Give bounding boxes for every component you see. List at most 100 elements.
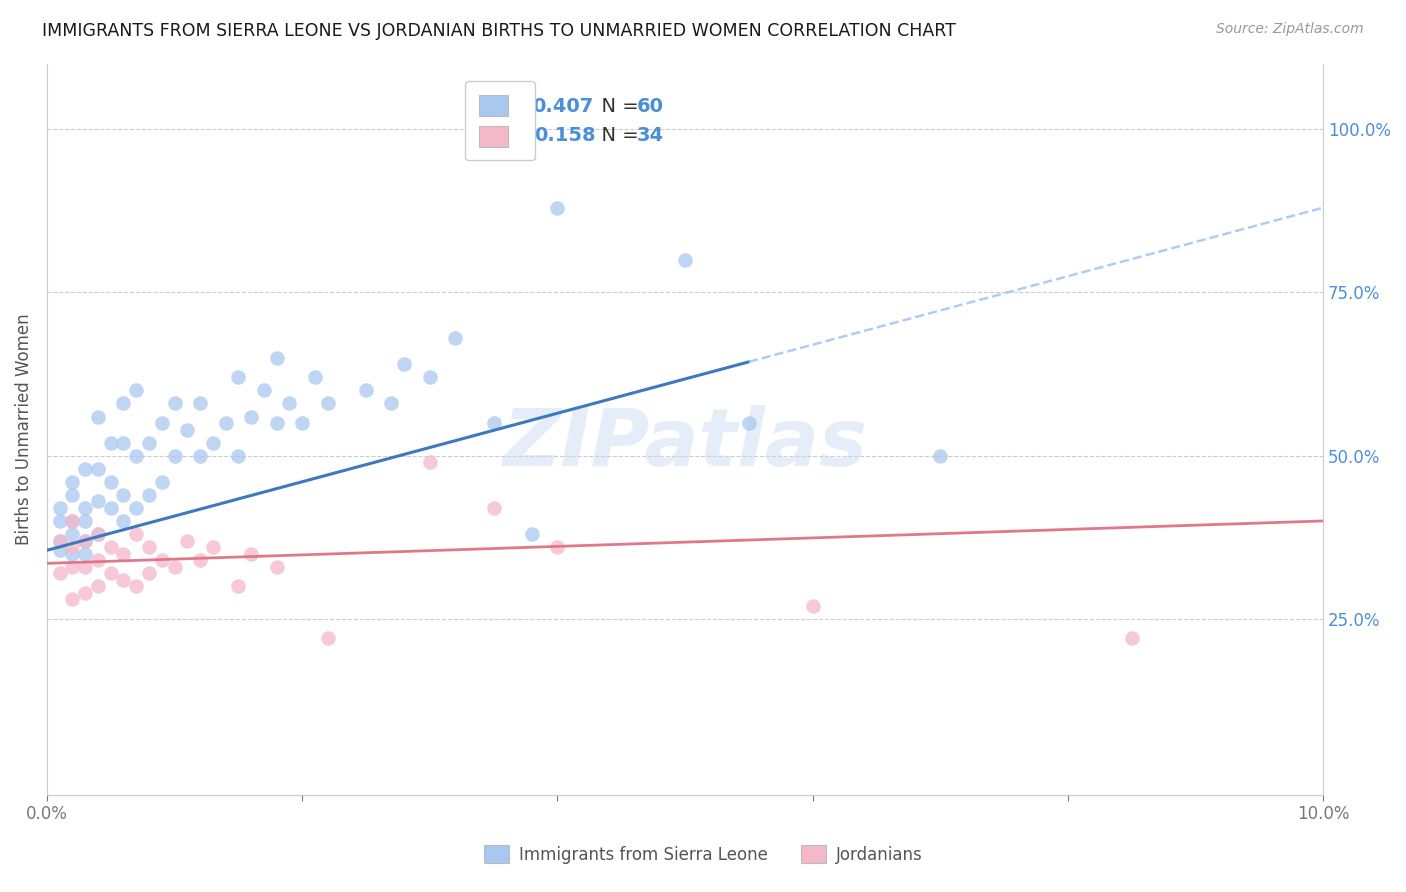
- Point: [100, 540, 122, 554]
- Point: [48, 533, 70, 548]
- Point: [240, 547, 263, 561]
- Point: [125, 579, 148, 593]
- Point: [62, 547, 84, 561]
- Text: ZIPatlas: ZIPatlas: [502, 405, 868, 483]
- Legend: , : ,: [465, 81, 536, 161]
- Point: [188, 553, 211, 567]
- Text: 0.158: 0.158: [534, 126, 596, 145]
- Point: [150, 553, 173, 567]
- Legend: Immigrants from Sierra Leone, Jordanians: Immigrants from Sierra Leone, Jordanians: [477, 838, 929, 871]
- Text: R =: R =: [488, 97, 530, 116]
- Point: [125, 384, 148, 398]
- Point: [62, 559, 84, 574]
- Point: [163, 396, 186, 410]
- Point: [100, 475, 122, 489]
- Point: [87, 461, 110, 475]
- Point: [316, 632, 339, 646]
- Point: [419, 370, 441, 384]
- Point: [253, 384, 276, 398]
- Point: [444, 331, 467, 345]
- Point: [75, 514, 97, 528]
- Point: [87, 527, 110, 541]
- Point: [482, 416, 505, 430]
- Point: [112, 547, 135, 561]
- Point: [87, 527, 110, 541]
- Point: [75, 461, 97, 475]
- Point: [380, 396, 402, 410]
- Text: R =: R =: [488, 126, 536, 145]
- Text: 0.407: 0.407: [531, 97, 593, 116]
- Point: [228, 370, 250, 384]
- Point: [100, 435, 122, 450]
- Text: N =: N =: [589, 126, 645, 145]
- Point: [228, 579, 250, 593]
- Point: [48, 533, 70, 548]
- Point: [150, 475, 173, 489]
- Point: [125, 527, 148, 541]
- Point: [482, 500, 505, 515]
- Point: [201, 540, 224, 554]
- Text: 34: 34: [637, 126, 664, 145]
- Point: [1121, 632, 1143, 646]
- Point: [278, 396, 301, 410]
- Point: [214, 416, 236, 430]
- Text: 60: 60: [637, 97, 664, 116]
- Point: [112, 573, 135, 587]
- Point: [738, 416, 761, 430]
- Point: [546, 540, 568, 554]
- Point: [48, 566, 70, 581]
- Point: [75, 559, 97, 574]
- Point: [188, 449, 211, 463]
- Point: [138, 540, 160, 554]
- Point: [75, 500, 97, 515]
- Point: [62, 540, 84, 554]
- Point: [62, 514, 84, 528]
- Point: [163, 559, 186, 574]
- Point: [112, 435, 135, 450]
- Text: N =: N =: [589, 97, 645, 116]
- Point: [75, 585, 97, 599]
- Point: [176, 533, 198, 548]
- Point: [62, 592, 84, 607]
- Point: [673, 252, 696, 267]
- Point: [48, 500, 70, 515]
- Point: [291, 416, 314, 430]
- Text: IMMIGRANTS FROM SIERRA LEONE VS JORDANIAN BIRTHS TO UNMARRIED WOMEN CORRELATION : IMMIGRANTS FROM SIERRA LEONE VS JORDANIA…: [42, 22, 956, 40]
- Point: [394, 357, 416, 371]
- Point: [125, 449, 148, 463]
- Point: [138, 488, 160, 502]
- Point: [62, 488, 84, 502]
- Point: [240, 409, 263, 424]
- Point: [87, 494, 110, 508]
- Point: [176, 423, 198, 437]
- Point: [266, 416, 288, 430]
- Point: [62, 514, 84, 528]
- Point: [75, 533, 97, 548]
- Point: [266, 351, 288, 365]
- Point: [112, 514, 135, 528]
- Point: [62, 475, 84, 489]
- Point: [87, 579, 110, 593]
- Point: [100, 500, 122, 515]
- Point: [48, 514, 70, 528]
- Point: [138, 435, 160, 450]
- Point: [266, 559, 288, 574]
- Point: [801, 599, 824, 613]
- Point: [138, 566, 160, 581]
- Point: [304, 370, 326, 384]
- Y-axis label: Births to Unmarried Women: Births to Unmarried Women: [15, 314, 32, 545]
- Text: Source: ZipAtlas.com: Source: ZipAtlas.com: [1216, 22, 1364, 37]
- Point: [929, 449, 952, 463]
- Point: [150, 416, 173, 430]
- Point: [228, 449, 250, 463]
- Point: [87, 553, 110, 567]
- Point: [125, 500, 148, 515]
- Point: [316, 396, 339, 410]
- Point: [201, 435, 224, 450]
- Point: [48, 543, 70, 558]
- Point: [546, 201, 568, 215]
- Point: [75, 533, 97, 548]
- Point: [112, 396, 135, 410]
- Point: [520, 527, 543, 541]
- Point: [419, 455, 441, 469]
